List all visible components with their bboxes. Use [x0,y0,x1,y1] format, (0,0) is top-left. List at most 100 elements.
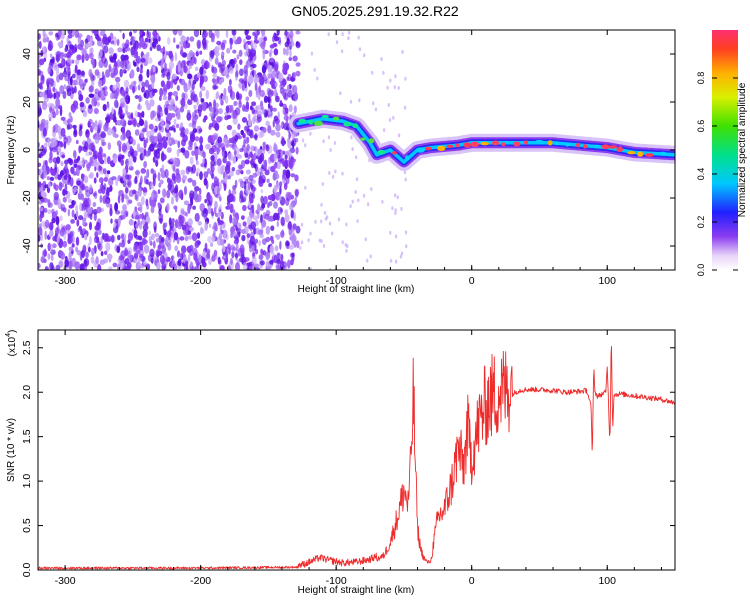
spec-noise-dot [262,146,266,151]
spec-noise-dot [219,265,225,270]
spec-noise-dot [173,164,176,173]
spec-noise-dot [215,102,219,109]
spec-noise-dot [260,103,264,111]
spec-noise-dot [112,114,117,123]
spec-noise-dot [267,96,271,104]
spec-noise-dot [220,64,225,72]
spec-noise-dot [274,234,281,239]
spec-noise-dot [142,127,147,133]
spec-ridge-blob [352,123,359,129]
spec-noise-dot [232,49,237,54]
spec-noise-dot [274,81,278,88]
spec-ridge-blob [565,142,570,147]
spec-noise-dot [204,221,208,231]
spec-noise-dot [213,221,218,231]
spec-noise-dot [176,236,180,245]
spec-noise-dot [63,142,67,149]
spec-noise-dot [230,244,236,251]
spec-noise-dot [274,88,277,98]
spec-noise-dot [67,208,71,217]
snr-multiplier: (x104) [5,330,18,357]
spec-noise-dot [243,138,246,148]
spec-noise-dot [209,50,215,58]
spec-noise-dot [282,103,287,110]
spec-noise-dot [192,111,196,117]
spec-noise-dot [267,265,272,270]
spec-noise-dot [200,257,206,264]
colorbar-ticks: 0.0 0.2 0.4 0.6 0.8 [696,72,738,276]
spec-noise-dot [88,85,93,93]
spec-noise-dot [266,178,270,183]
spec-noise-dot [120,158,124,166]
xtick-label: 0 [469,575,475,587]
spec-noise-dot [89,184,93,193]
spec-noise-dot [213,107,219,116]
spec-noise-dot [47,253,51,260]
spec-noise-dot [180,122,184,129]
spec-noise-dot [80,180,84,189]
spec-ridge-blob [659,151,667,156]
spec-noise-dot [114,202,119,212]
spec-noise-dot [55,264,61,270]
spec-sparse-dot [389,230,392,235]
spec-noise-dot [94,165,97,172]
spec-noise-dot [43,170,48,179]
spec-noise-dot [129,41,133,46]
spec-sparse-dot [400,251,404,256]
spec-noise-dot [125,174,130,180]
spec-noise-dot [194,186,200,192]
spec-noise-dot [173,205,178,210]
spec-noise-dot [174,52,178,62]
spec-ridge-blob [601,144,610,150]
spec-noise-dot [279,181,283,188]
spec-noise-dot [92,202,97,207]
spec-noise-dot [214,30,219,37]
spec-noise-dot [92,192,97,197]
spec-noise-dot [190,92,194,101]
spec-noise-dot [88,52,94,60]
spec-noise-dot [124,59,130,65]
spec-noise-dot [46,186,51,194]
spec-noise-dot [52,138,57,147]
spec-noise-dot [66,88,72,97]
spec-noise-dot [53,196,59,206]
spec-noise-dot [254,238,259,244]
spec-noise-dot [171,173,176,182]
spec-noise-dot [189,156,194,165]
spec-sparse-dot [304,185,307,190]
spec-noise-dot [88,118,93,125]
spec-ridge-blob [360,137,366,141]
spec-noise-dot [81,193,84,201]
spec-noise-dot [85,151,90,157]
spec-noise-dot [168,61,175,69]
spec-noise-dot [38,110,41,118]
spec-noise-dot [94,108,99,115]
spec-noise-dot [68,246,74,252]
spec-noise-dot [149,99,155,107]
spec-noise-dot [84,141,89,150]
spec-noise-dot [105,242,111,252]
spec-noise-dot [288,104,293,113]
spec-noise-dot [74,64,78,74]
spec-noise-dot [166,131,172,138]
snr-frame [37,329,676,571]
spec-noise-dot [171,218,175,224]
spec-noise-dot [267,103,271,109]
spec-noise-dot [153,226,157,233]
spec-noise-dot [176,250,181,258]
spec-noise-dot [243,38,246,44]
spec-sparse-dot [334,169,337,174]
spec-noise-dot [229,203,234,214]
spec-noise-dot [195,66,199,72]
spec-noise-dot [262,141,266,148]
snr-ylabel: SNR (10 * v/v) [6,418,17,482]
spec-noise-dot [47,43,53,52]
spec-noise-dot [233,100,238,106]
spec-sparse-dot [404,76,407,81]
spec-noise-dot [143,214,147,221]
spec-noise-dot [44,33,48,42]
spec-noise-dot [59,215,63,222]
spec-noise-dot [174,219,179,229]
spec-noise-dot [208,123,214,128]
spec-sparse-dot [363,53,366,58]
